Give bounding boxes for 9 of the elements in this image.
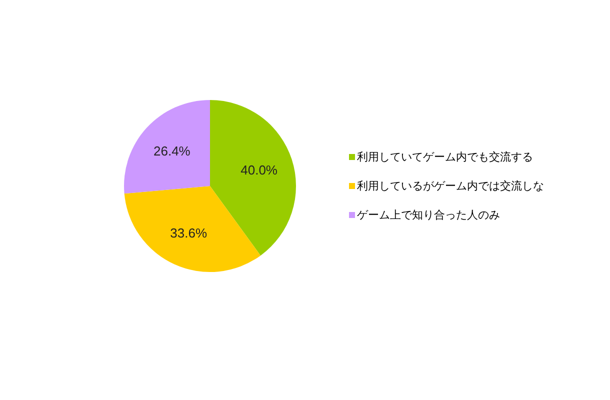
legend-label: 利用していてゲーム内でも交流する	[357, 150, 533, 164]
pie-slice	[210, 100, 296, 256]
data-label: 33.6%	[170, 225, 208, 240]
pie-slice	[124, 100, 210, 194]
pie-slice	[124, 186, 261, 272]
legend-label: 利用しているがゲーム内では交流しな	[357, 180, 544, 192]
legend-label: ゲーム上で知り合った人のみ	[357, 208, 500, 222]
data-label: 40.0%	[240, 162, 278, 178]
data-label: 26.4%	[154, 144, 191, 159]
